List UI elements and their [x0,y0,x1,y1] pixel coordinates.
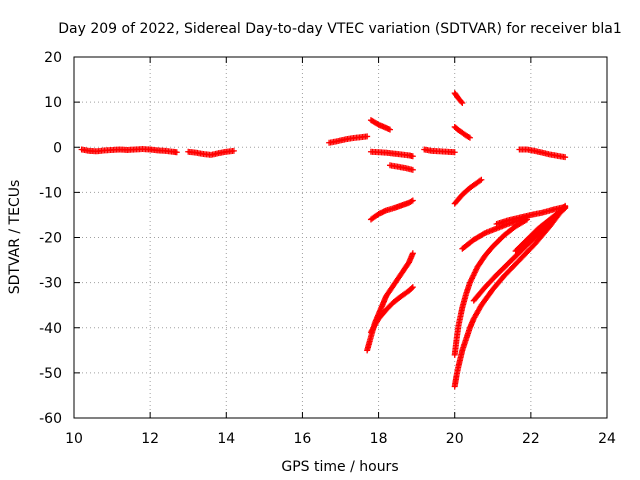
series-arc7 [386,162,416,173]
series-arc3 [185,147,237,158]
data-point [478,176,485,183]
x-tick-label: 24 [598,431,616,447]
series-arc10 [364,250,416,354]
x-tick-label: 12 [141,431,159,447]
data-point [562,154,569,161]
data-point [480,230,487,237]
series-arc14 [451,176,485,207]
data-point [409,197,416,204]
data-point [408,198,415,205]
data-points [78,90,569,390]
y-tick-label: -50 [39,366,62,382]
data-point [173,149,180,156]
data-point [458,98,465,105]
data-point [451,149,458,156]
y-tick-label: -60 [39,411,62,427]
data-point [364,133,371,140]
series-arc21 [516,146,569,161]
series-arc9 [367,197,416,223]
y-tick-label: 0 [53,140,62,156]
x-tick-label: 10 [65,431,83,447]
series-arc12 [451,90,466,107]
y-tick-label: -40 [39,321,62,337]
y-tick-label: 10 [44,95,62,111]
y-tick-label: -20 [39,231,62,247]
y-axis-label: SDTVAR / TECUs [7,180,23,295]
data-point [459,100,466,107]
series-arc8 [421,146,458,156]
y-tick-label: -30 [39,276,62,292]
x-tick-label: 18 [370,431,388,447]
data-point [409,153,416,160]
x-tick-label: 14 [217,431,235,447]
x-tick-label: 16 [294,431,312,447]
series-arc20 [493,203,569,227]
series-arc6 [367,117,393,133]
data-point [409,284,416,291]
x-axis-label: GPS time / hours [281,459,398,475]
x-tick-label: 20 [446,431,464,447]
data-point [409,166,416,173]
series-arc16 [451,216,531,358]
chart-title: Day 209 of 2022, Sidereal Day-to-day VTE… [58,21,621,37]
data-point [409,250,416,257]
y-tick-label: -10 [39,185,62,201]
data-point [230,147,237,154]
y-tick-label: 20 [44,50,62,66]
data-point [562,203,569,210]
data-point [386,126,393,133]
plot-border [73,56,608,419]
series-arc1 [78,146,154,155]
series-arc5 [367,148,416,160]
data-point [477,177,484,184]
axis-ticks: 10 12 14 16 18 20 22 24 20 10 0 -10 -20 -30 -40 -50 -60 [39,50,616,447]
series-arc2 [147,146,180,156]
series-arc17 [451,202,569,390]
data-point [408,285,415,292]
series-arc11 [367,284,416,336]
series-arc13 [451,123,473,141]
data-point [465,134,472,141]
series-arc4 [326,133,371,146]
x-tick-label: 22 [522,431,540,447]
data-point [466,134,473,141]
